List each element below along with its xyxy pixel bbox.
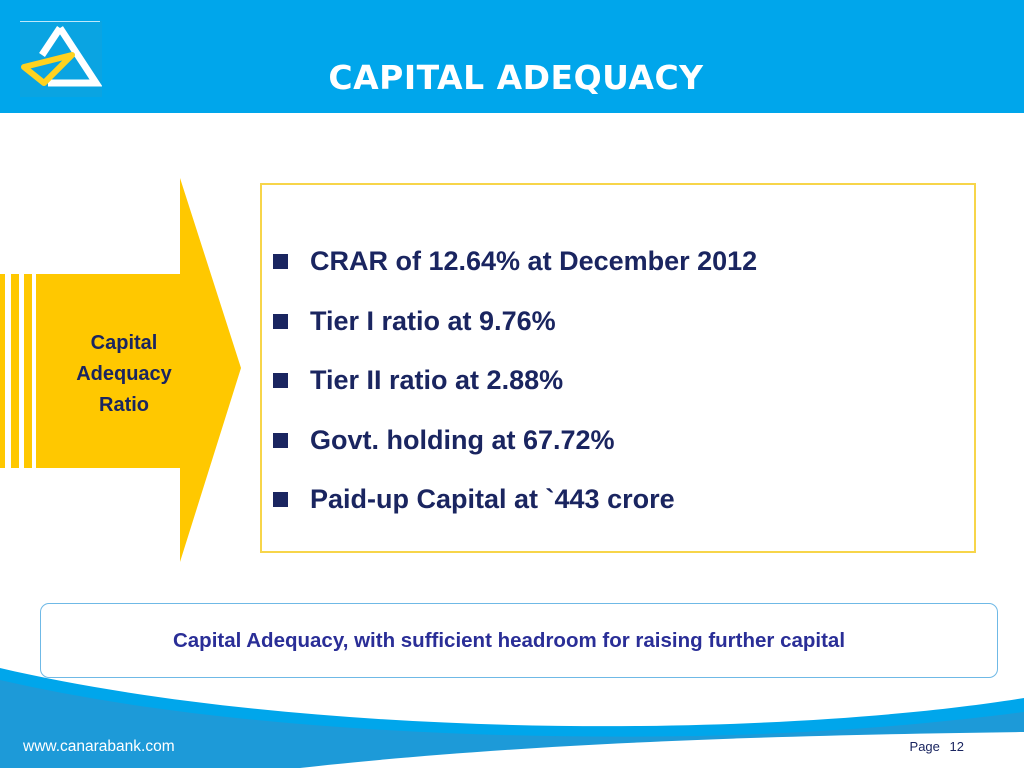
arrow-shape [36, 178, 241, 562]
header-bar: CAPITAL ADEQUACY [0, 0, 1024, 113]
list-item: CRAR of 12.64% at December 2012 [273, 232, 757, 292]
list-item: Govt. holding at 67.72% [273, 411, 757, 471]
bullet-square-icon [273, 254, 288, 270]
page-label: Page [909, 739, 940, 754]
list-item: Tier I ratio at 9.76% [273, 292, 757, 352]
list-item: Paid-up Capital at `443 crore [273, 470, 757, 530]
bullet-list: CRAR of 12.64% at December 2012 Tier I r… [273, 232, 757, 530]
logo-triangle-icon [21, 26, 102, 87]
arrow-label: Capital Adequacy Ratio [76, 332, 172, 416]
accent-stripe [0, 274, 5, 468]
canara-bank-logo [20, 21, 102, 97]
bullet-square-icon [273, 373, 288, 389]
list-item: Tier II ratio at 2.88% [273, 351, 757, 411]
accent-stripe [11, 274, 19, 468]
accent-stripe [24, 274, 32, 468]
bullet-square-icon [273, 313, 288, 329]
footer-wave [0, 668, 1024, 768]
content-box [260, 183, 976, 553]
bullet-square-icon [273, 432, 288, 448]
website-link[interactable]: www.canarabank.com [23, 738, 175, 755]
bullet-square-icon [273, 492, 288, 508]
summary-box: Capital Adequacy, with sufficient headro… [40, 603, 998, 678]
page-number: Page 12 [910, 739, 964, 754]
page-title: CAPITAL ADEQUACY [328, 58, 704, 97]
summary-text: Capital Adequacy, with sufficient headro… [172, 628, 846, 652]
page-number-value: 12 [949, 739, 964, 754]
